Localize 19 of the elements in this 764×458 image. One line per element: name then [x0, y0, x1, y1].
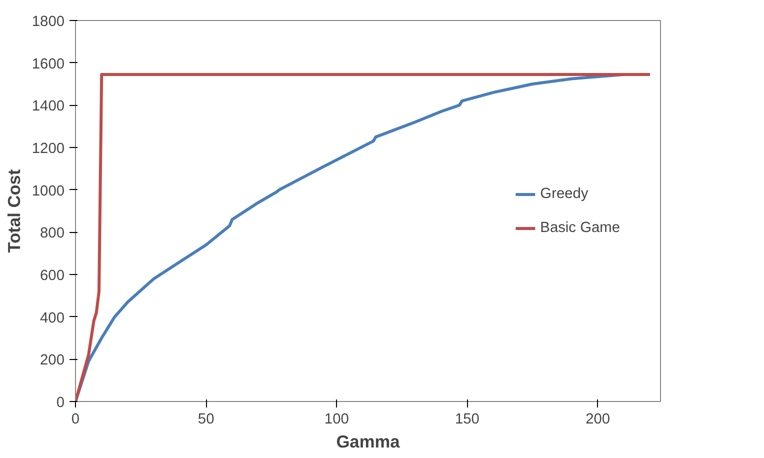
y-tick-label: 1200	[32, 141, 65, 157]
y-tick-label: 1600	[32, 56, 65, 72]
legend-label: Greedy	[540, 186, 588, 202]
x-tick-label: 200	[586, 412, 610, 428]
y-tick-label: 800	[40, 226, 65, 242]
y-tick-label: 200	[40, 352, 65, 369]
y-tick-label: 400	[40, 310, 65, 326]
x-tick-label: 150	[455, 412, 480, 428]
y-tick-label: 1800	[32, 14, 65, 30]
x-axis-title: Gamma	[336, 432, 400, 452]
x-tick-label: 100	[324, 412, 349, 428]
x-tick-label: 0	[71, 412, 80, 428]
y-tick-label: 600	[40, 268, 65, 284]
y-tick-label: 1000	[32, 183, 65, 200]
y-tick-label: 0	[56, 395, 65, 411]
y-tick-label: 1400	[32, 98, 65, 115]
legend-label: Basic Game	[540, 220, 620, 236]
x-tick-label: 50	[198, 412, 214, 428]
y-axis-title: Total Cost	[4, 169, 24, 253]
